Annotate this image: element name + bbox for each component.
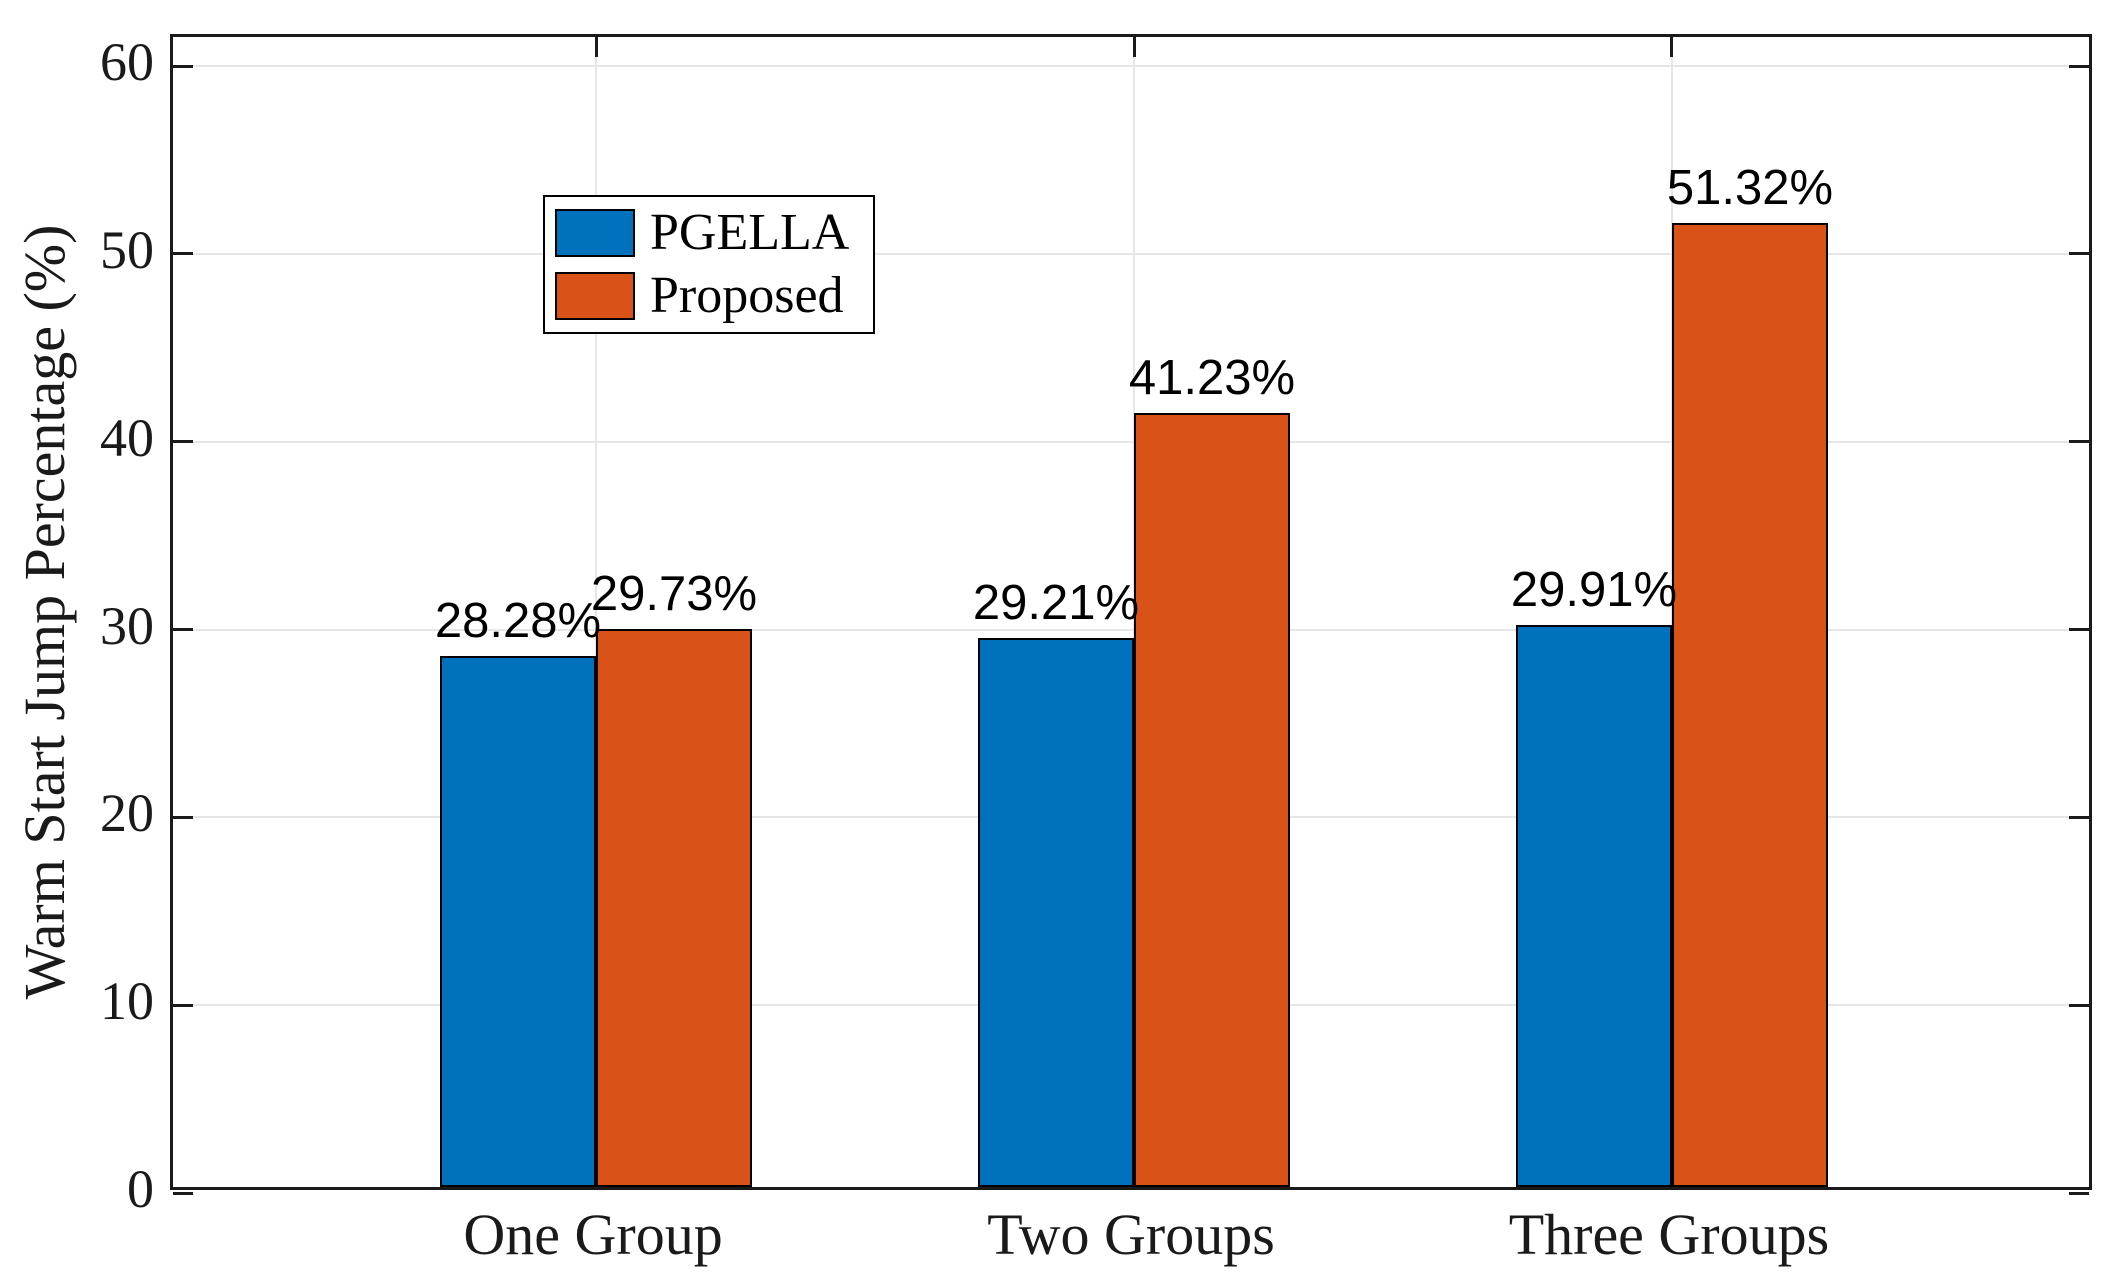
x-tick-mark-top	[594, 37, 598, 57]
y-tick-label: 50	[100, 219, 154, 280]
y-tick-mark-left	[173, 1003, 193, 1007]
plot-area: 28.28% 29.21% 29.91% 29.73% 41.23% 51.32%	[170, 34, 2092, 1195]
y-tick-mark-right	[2069, 628, 2089, 632]
x-tick-mark-top	[1670, 37, 1674, 57]
legend: PGELLA Proposed	[543, 195, 875, 334]
h-gridline	[173, 628, 2089, 631]
y-tick-mark-left	[173, 1191, 193, 1195]
legend-label: Proposed	[650, 266, 844, 324]
y-tick-mark-left	[173, 64, 193, 68]
v-gridline	[595, 37, 598, 1187]
h-gridline	[173, 252, 2089, 255]
y-tick-mark-right	[2069, 252, 2089, 256]
y-tick-mark-right	[2069, 440, 2089, 444]
bar-proposed-3	[1671, 223, 1828, 1187]
x-category-label: Three Groups	[1508, 1202, 1830, 1267]
y-tick-label: 40	[100, 407, 154, 468]
legend-entry: PGELLA	[555, 207, 873, 259]
bar-value-label: 41.23%	[1128, 350, 1296, 405]
bar-pgella-1	[440, 655, 597, 1187]
bar-pgella-3	[1515, 625, 1672, 1187]
y-tick-mark-right	[2069, 815, 2089, 819]
y-tick-mark-left	[173, 440, 193, 444]
legend-swatch-proposed	[555, 271, 635, 320]
x-category-label: One Group	[463, 1202, 723, 1267]
y-tick-mark-left	[173, 815, 193, 819]
bar-value-label: 28.28%	[434, 593, 602, 648]
y-tick-label: 60	[100, 32, 154, 93]
y-tick-label: 20	[100, 783, 154, 844]
bar-value-label: 29.21%	[972, 576, 1140, 631]
legend-entry: Proposed	[555, 266, 873, 324]
bar-proposed-1	[596, 628, 753, 1187]
y-tick-mark-right	[2069, 64, 2089, 68]
x-category-label: Two Groups	[987, 1202, 1275, 1267]
y-tick-mark-left	[173, 252, 193, 256]
y-tick-mark-right	[2069, 1003, 2089, 1007]
bar-value-label: 29.73%	[590, 566, 758, 621]
y-tick-label: 30	[100, 595, 154, 656]
y-tick-mark-right	[2069, 1191, 2089, 1195]
bar-proposed-2	[1134, 412, 1290, 1187]
bar-pgella-2	[978, 638, 1134, 1187]
legend-label: PGELLA	[650, 204, 850, 262]
bar-value-label: 51.32%	[1666, 161, 1834, 216]
y-tick-mark-left	[173, 628, 193, 632]
y-axis-label: Warm Start Jump Percentage (%)	[12, 224, 77, 1000]
bar-value-label: 29.91%	[1510, 563, 1678, 618]
h-gridline	[173, 440, 2089, 443]
legend-swatch-pgella	[555, 209, 635, 258]
y-tick-label: 10	[100, 971, 154, 1032]
h-gridline	[173, 65, 2089, 68]
x-tick-mark-top	[1132, 37, 1136, 57]
y-tick-label: 0	[127, 1158, 154, 1219]
